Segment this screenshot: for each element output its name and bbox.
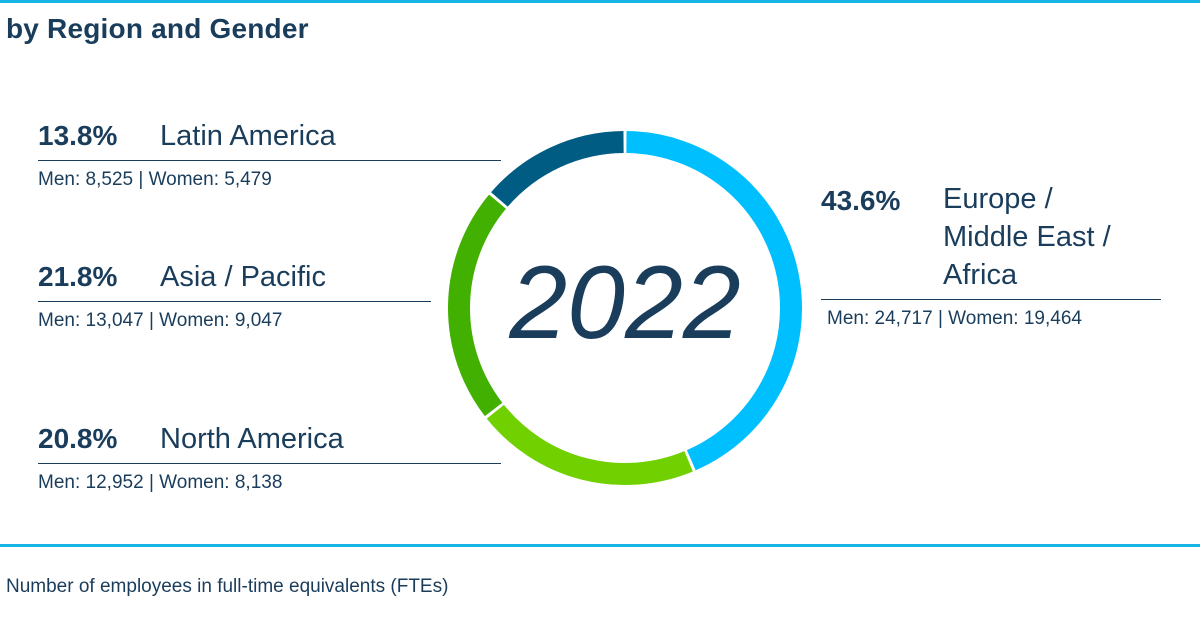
latin-america-name: Latin America xyxy=(160,120,336,152)
north-america-percent: 20.8% xyxy=(38,423,118,454)
legend-north-america: 20.8% North America Men: 12,952 | Women: … xyxy=(38,420,501,494)
latin-america-men: 8,525 xyxy=(85,169,134,190)
emea-name-line-3: Africa xyxy=(943,259,1018,291)
donut-slice-emea xyxy=(626,131,802,471)
emea-leader-line xyxy=(821,299,1161,300)
north-america-leader-line xyxy=(38,463,501,464)
footnote: Number of employees in full-time equival… xyxy=(6,576,449,597)
asia-pacific-percent: 21.8% xyxy=(38,261,118,292)
bottom-rule xyxy=(0,544,1200,547)
latin-america-gender-split: Men: 8,525 | Women: 5,479 xyxy=(38,169,272,190)
latin-america-women: 5,479 xyxy=(224,169,272,190)
asia-pacific-men: 13,047 xyxy=(85,310,144,331)
asia-pacific-name: Asia / Pacific xyxy=(160,261,326,293)
emea-percent: 43.6% xyxy=(821,185,901,216)
center-year-label: 2022 xyxy=(508,245,740,361)
legend-latin-america: 13.8% Latin America Men: 8,525 | Women: 5… xyxy=(38,117,501,191)
donut-slice-latam xyxy=(491,131,624,207)
latin-america-leader-line xyxy=(38,160,501,161)
emea-gender-split: Men: 24,717 | Women: 19,464 xyxy=(827,308,1082,329)
donut-slice-asia xyxy=(448,194,507,417)
donut-slice-na xyxy=(486,404,693,485)
legend-emea: 43.6% Europe / Middle East / Africa Men:… xyxy=(821,180,1161,330)
north-america-women: 8,138 xyxy=(234,472,283,493)
legend-asia-pacific: 21.8% Asia / Pacific Men: 13,047 | Women:… xyxy=(38,258,431,332)
asia-pacific-women: 9,047 xyxy=(234,310,283,331)
emea-women: 19,464 xyxy=(1023,308,1082,329)
emea-men: 24,717 xyxy=(874,308,933,329)
emea-name: Europe / Middle East / Africa xyxy=(943,180,1143,294)
emea-name-line-2: Middle East / xyxy=(943,221,1111,253)
emea-name-line-1: Europe / xyxy=(943,183,1053,215)
north-america-men: 12,952 xyxy=(85,472,144,493)
top-rule xyxy=(0,0,1200,3)
asia-pacific-leader-line xyxy=(38,301,431,302)
chart-title: by Region and Gender xyxy=(6,13,309,44)
asia-pacific-gender-split: Men: 13,047 | Women: 9,047 xyxy=(38,310,283,331)
north-america-name: North America xyxy=(160,423,344,455)
latin-america-percent: 13.8% xyxy=(38,120,118,151)
north-america-gender-split: Men: 12,952 | Women: 8,138 xyxy=(38,472,283,493)
